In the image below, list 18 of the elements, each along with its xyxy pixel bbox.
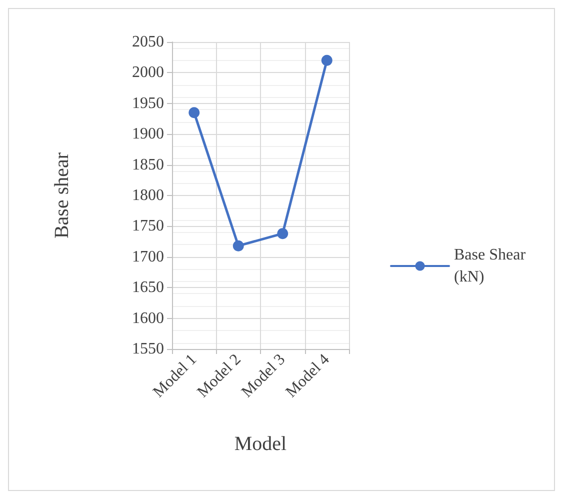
y-tick-label: 1650 (132, 279, 164, 296)
y-tick-label: 1700 (132, 248, 164, 266)
y-tick-label: 1850 (132, 156, 164, 174)
y-tick-label: 1600 (132, 310, 164, 327)
y-tick-label: 2000 (132, 64, 164, 82)
x-axis-title: Model (234, 433, 288, 455)
y-tick-label: 1950 (132, 94, 164, 112)
point (277, 228, 288, 240)
y-tick-label: 2050 (132, 34, 164, 50)
y-tick-label: 1800 (132, 187, 164, 204)
y-tick-label: 1900 (132, 126, 164, 143)
y-axis-title: Base shear (51, 152, 73, 239)
y-tick-label: 1550 (132, 340, 164, 358)
legend-label: Base Shear (kN) (454, 246, 530, 286)
point (232, 240, 244, 252)
point (321, 54, 332, 66)
y-tick-label: 1750 (132, 218, 164, 235)
point (188, 107, 200, 118)
